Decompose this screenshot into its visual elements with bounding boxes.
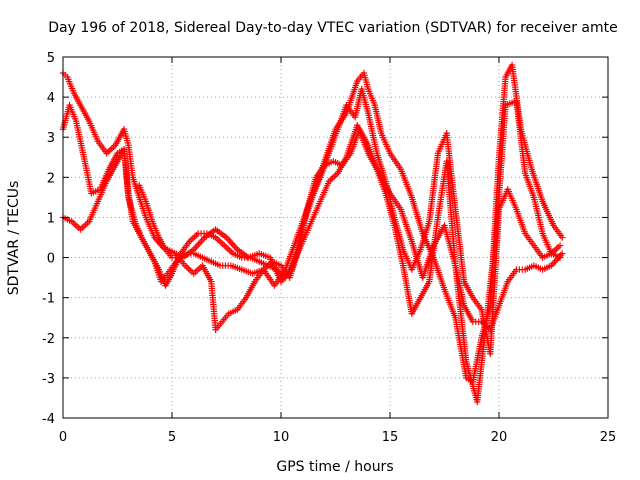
x-tick-label: 20 [491, 430, 508, 445]
y-tick-label: -2 [42, 332, 55, 347]
y-axis-label: SDTVAR / TECUs [6, 181, 22, 296]
y-tick-label: 3 [47, 131, 55, 146]
x-tick-label: 25 [600, 430, 617, 445]
x-tick-label: 0 [59, 430, 67, 445]
series-track-c [59, 97, 564, 406]
y-tick-label: 4 [47, 91, 55, 106]
y-tick-label: 1 [47, 211, 55, 226]
x-tick-label: 15 [382, 430, 399, 445]
plot-frame [62, 56, 609, 419]
y-tick-label: -4 [42, 412, 55, 427]
y-tick-label: 5 [47, 51, 55, 66]
series-track-d [136, 126, 566, 333]
data-point [559, 250, 566, 257]
tick-layer: 0 5 10 15 20 25 -4 -3 -2 -1 0 1 2 3 4 5 [42, 51, 616, 445]
data-point [556, 242, 564, 249]
y-tick-label: 0 [47, 252, 55, 267]
y-tick-label: 2 [47, 171, 55, 186]
chart-title: Day 196 of 2018, Sidereal Day-to-day VTE… [48, 20, 618, 36]
x-axis-label: GPS time / hours [276, 459, 393, 475]
y-tick-label: -1 [42, 292, 55, 307]
data-point [559, 234, 566, 241]
x-tick-label: 10 [273, 430, 290, 445]
data-layer [59, 61, 566, 406]
x-tick-label: 5 [168, 430, 176, 445]
y-tick-label: -3 [42, 372, 55, 387]
